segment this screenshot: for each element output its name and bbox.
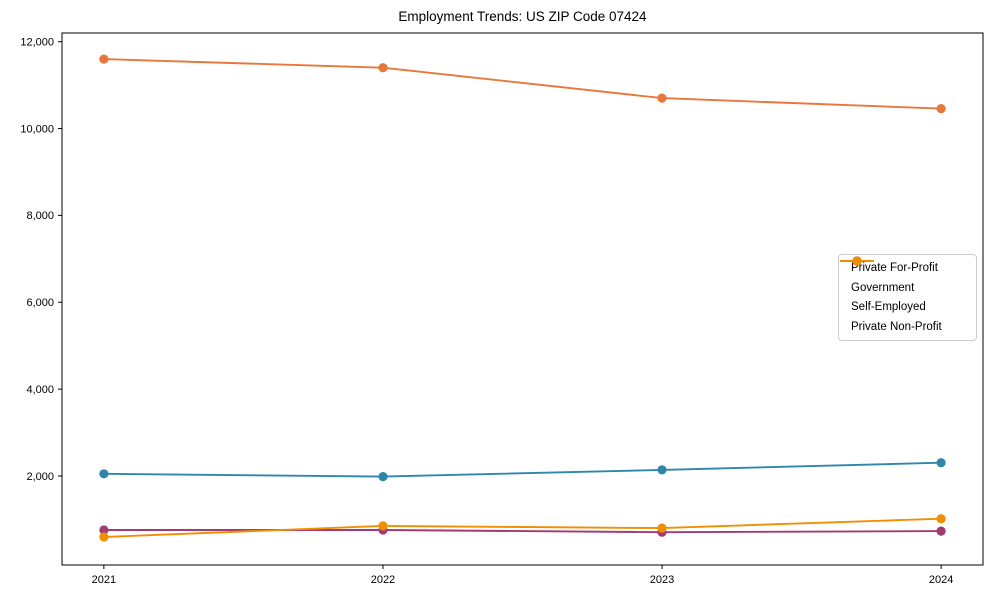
- legend-item-private-non-profit: Private Non-Profit: [840, 256, 970, 337]
- data-point-government: [99, 469, 109, 479]
- legend-marker-private-non-profit-icon: [840, 256, 874, 266]
- data-point-government: [657, 465, 667, 475]
- y-tick-label: 12,000: [20, 36, 54, 48]
- data-point-private-non-profit: [99, 532, 109, 542]
- legend-label: Private Non-Profit: [851, 321, 942, 334]
- y-tick-label: 2,000: [26, 471, 54, 483]
- plot-border: [61, 32, 984, 566]
- series-line-private-non-profit: [103, 517, 942, 538]
- data-point-private-non-profit: [936, 514, 946, 524]
- x-tick-label: 2023: [650, 574, 674, 586]
- series-line-self-employed: [103, 529, 942, 534]
- series-line-private-for-profit: [103, 58, 942, 110]
- data-point-government: [378, 472, 388, 482]
- data-point-private-non-profit: [378, 521, 388, 531]
- data-point-private-non-profit: [657, 523, 667, 533]
- x-tick-label: 2021: [92, 574, 116, 586]
- x-tick-label: 2022: [371, 574, 395, 586]
- y-tick-label: 4,000: [26, 384, 54, 396]
- data-point-private-for-profit: [657, 93, 667, 103]
- data-point-private-for-profit: [936, 104, 946, 114]
- y-tick-label: 10,000: [20, 123, 54, 135]
- data-point-government: [936, 458, 946, 468]
- legend-label: Government: [851, 281, 915, 294]
- series-line-government: [103, 461, 942, 478]
- x-tick-label: 2024: [929, 574, 953, 586]
- y-tick-label: 6,000: [26, 297, 54, 309]
- legend-item-government: Government: [840, 256, 970, 298]
- legend-label: Self-Employed: [851, 301, 926, 314]
- legend-label: Private For-Profit: [851, 261, 938, 274]
- data-point-private-for-profit: [378, 63, 388, 73]
- legend-item-self-employed: Self-Employed: [840, 256, 970, 318]
- data-point-self-employed: [936, 526, 946, 536]
- data-point-private-for-profit: [99, 54, 109, 64]
- data-point-self-employed: [99, 525, 109, 535]
- y-tick-label: 8,000: [26, 210, 54, 222]
- chart-legend: Private For-Profit Government Self-Employe…: [838, 254, 977, 341]
- chart-title: Employment Trends: US ZIP Code 07424: [398, 9, 647, 24]
